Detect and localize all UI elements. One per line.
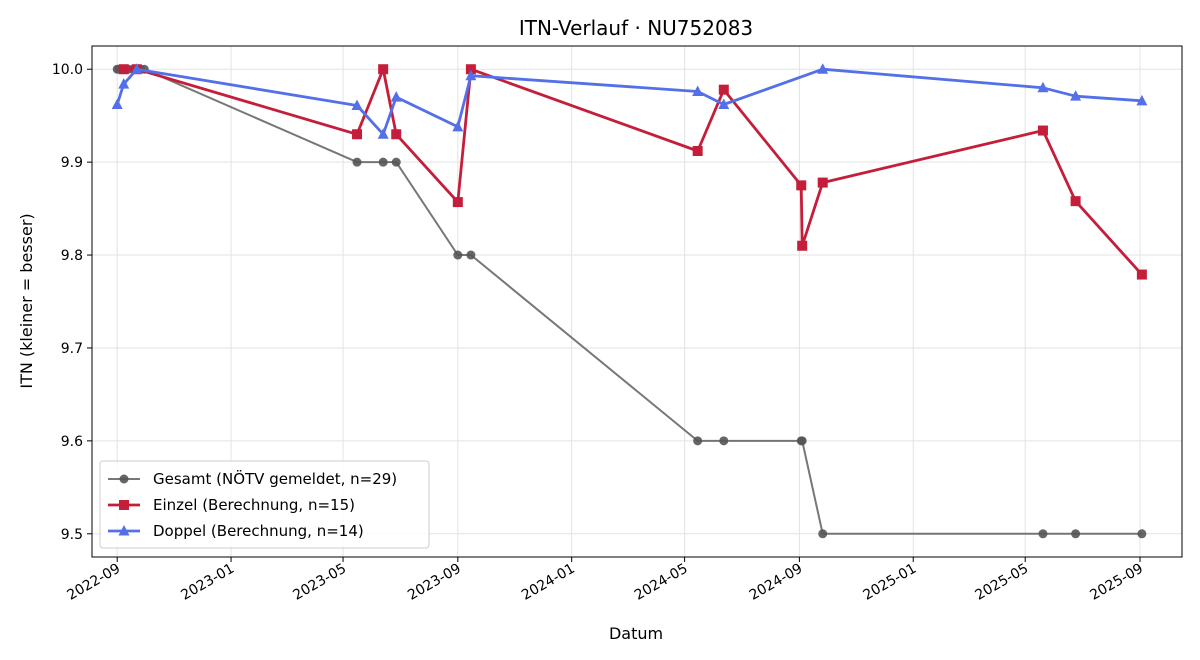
data-point	[796, 180, 807, 191]
x-tick-label: 2025-01	[861, 561, 920, 604]
data-point	[377, 128, 389, 139]
data-point	[797, 436, 807, 446]
data-point	[817, 63, 829, 74]
data-point	[466, 250, 476, 260]
series-layer	[111, 63, 1148, 539]
x-tick-label: 2023-09	[405, 561, 464, 604]
plot-frame	[91, 45, 1183, 558]
legend-label: Einzel (Berechnung, n=15)	[153, 496, 355, 514]
data-point	[692, 145, 703, 156]
legend-box	[99, 460, 430, 549]
data-point	[118, 78, 130, 89]
data-point	[131, 63, 143, 74]
x-axis-label: Datum	[609, 624, 663, 643]
x-tick-label: 2024-01	[519, 561, 578, 604]
data-point	[1037, 125, 1048, 136]
data-point	[352, 129, 363, 140]
data-point	[692, 85, 704, 97]
data-point	[1136, 94, 1148, 106]
data-point	[1137, 529, 1147, 539]
y-tick-label: 10.0	[52, 62, 83, 78]
x-tick-label: 2023-05	[290, 561, 349, 604]
x-tick-label: 2024-05	[632, 561, 691, 604]
data-point	[453, 250, 463, 260]
data-point	[452, 197, 463, 208]
data-point	[1038, 529, 1048, 539]
legend-label: Gesamt (NÖTV gemeldet, n=29)	[153, 469, 397, 488]
data-point	[391, 129, 402, 140]
data-point	[797, 240, 808, 251]
data-point	[465, 64, 476, 75]
x-tick-label: 2022-09	[65, 561, 124, 604]
data-point	[465, 69, 477, 81]
y-tick-label: 9.9	[61, 155, 83, 171]
y-tick-label: 9.8	[61, 248, 83, 264]
x-axis: 2022-09 2023-01 2023-05 2023-09 2024-01 2024-…	[65, 557, 1146, 604]
data-point	[390, 91, 402, 102]
data-point	[1071, 529, 1081, 539]
y-axis: 9.5 9.6 9.7 9.8 9.9 10.0	[52, 62, 92, 543]
data-point	[351, 99, 363, 110]
series-2	[118, 64, 1147, 280]
series-line	[123, 67, 1143, 276]
data-point	[693, 436, 703, 446]
data-point	[719, 436, 729, 446]
x-tick-label: 2023-01	[178, 561, 237, 604]
data-point	[1136, 269, 1147, 280]
data-point	[118, 64, 129, 75]
y-axis-label: ITN (kleiner = besser)	[17, 213, 36, 388]
legend: Gesamt (NÖTV gemeldet, n=29) Einzel (Bere…	[99, 460, 430, 549]
data-point	[111, 98, 123, 110]
x-tick-label: 2025-05	[973, 561, 1032, 604]
data-point	[352, 157, 362, 167]
y-tick-label: 9.7	[61, 341, 83, 357]
data-point	[1070, 196, 1081, 207]
data-point	[378, 157, 388, 167]
data-point	[818, 529, 828, 539]
data-point	[452, 120, 464, 132]
y-tick-label: 9.5	[61, 527, 83, 543]
data-point	[378, 64, 389, 75]
data-point	[1037, 81, 1049, 93]
data-point	[1070, 90, 1082, 101]
x-tick-label: 2024-09	[747, 561, 806, 604]
data-point	[718, 84, 729, 95]
series-3	[111, 63, 1148, 139]
series-line	[115, 67, 1142, 136]
x-tick-label: 2025-09	[1087, 561, 1146, 604]
data-point	[718, 98, 730, 110]
y-tick-label: 9.6	[61, 434, 83, 450]
data-point	[817, 177, 828, 188]
data-point	[391, 157, 401, 167]
legend-marker	[118, 525, 130, 536]
chart-title: ITN-Verlauf · NU752083	[519, 16, 753, 40]
legend-label: Doppel (Berechnung, n=14)	[153, 522, 364, 540]
legend-marker	[119, 474, 129, 484]
legend-marker	[119, 500, 129, 510]
